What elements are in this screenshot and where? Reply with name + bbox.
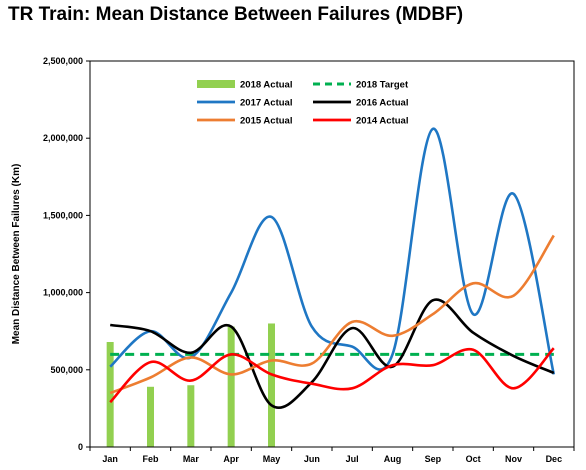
series-line-2017-actual — [109, 127, 556, 375]
legend-layer: 2018 Actual 2018 Target 2017 Actual 2016 Ac… — [197, 80, 409, 127]
lines-layer — [109, 127, 556, 409]
legend-2015-actual-label: 2015 Actual — [240, 116, 292, 127]
y-tick-label: 1,500,000 — [43, 210, 83, 220]
x-tick-label: Sep — [425, 454, 442, 464]
legend-2016-actual-label: 2016 Actual — [356, 98, 408, 109]
bar-2018-actual-mar — [187, 385, 195, 447]
series-line-2015-actual — [109, 234, 555, 395]
bar-2018-actual-apr — [227, 326, 235, 447]
y-tick-label: 500,000 — [50, 365, 83, 375]
bar-2018-actual-jan — [106, 342, 114, 447]
x-tick-label: Feb — [142, 454, 159, 464]
x-tick-label: Mar — [183, 454, 200, 464]
x-tick-label: Jun — [304, 454, 320, 464]
legend-2014-actual-label: 2014 Actual — [356, 116, 408, 127]
x-tick-label: May — [263, 454, 281, 464]
series-line-2014-actual — [109, 347, 555, 404]
legend-2018-actual-label: 2018 Actual — [240, 80, 292, 91]
legend-2017-actual-label: 2017 Actual — [240, 98, 292, 109]
chart-title: TR Train: Mean Distance Between Failures… — [8, 4, 464, 25]
y-tick-label: 2,500,000 — [43, 56, 83, 66]
x-tick-label: Jul — [346, 454, 359, 464]
bars-layer — [106, 323, 275, 447]
x-tick-label: Apr — [223, 454, 239, 464]
x-tick-label: Dec — [546, 454, 563, 464]
series-line-2016-actual — [109, 298, 555, 409]
legend-2018-target-label: 2018 Target — [356, 80, 409, 91]
x-tick-label: Oct — [466, 454, 481, 464]
x-tick-label: Nov — [505, 454, 522, 464]
legend-2018-actual-swatch — [197, 80, 235, 88]
y-axis-label: Mean Distance Between Failures (Km) — [11, 164, 22, 345]
bar-2018-actual-may — [268, 323, 275, 447]
x-tick-label: Aug — [384, 454, 402, 464]
y-tick-label: 1,000,000 — [43, 288, 83, 298]
bar-2018-actual-feb — [147, 386, 154, 447]
x-tick-label: Jan — [102, 454, 118, 464]
y-tick-label: 2,000,000 — [43, 133, 83, 143]
y-tick-label: 0 — [78, 442, 83, 452]
axes-layer: 0 500,000 1,000,000 1,500,000 2,000,000 2,500… — [11, 56, 575, 464]
